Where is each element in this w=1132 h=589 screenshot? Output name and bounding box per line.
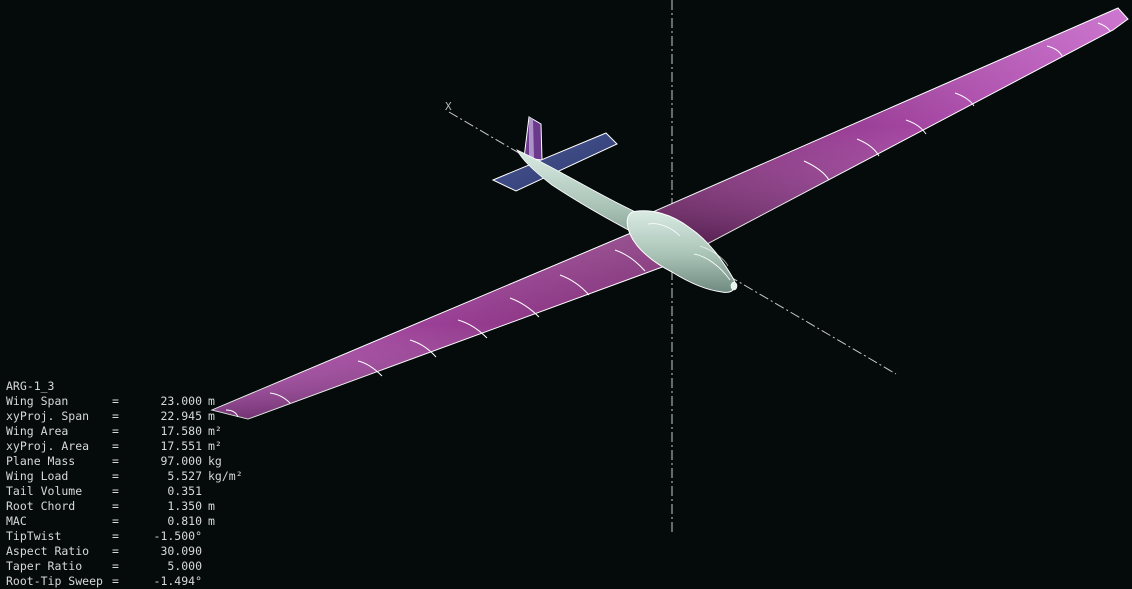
property-unit: kg <box>208 454 222 468</box>
property-value: -1.500° <box>153 529 202 543</box>
property-row: Root Chord = 1.350 m <box>6 499 243 514</box>
property-row: xyProj. Area = 17.551 m² <box>6 439 243 454</box>
property-value: 1.350 <box>167 499 202 513</box>
left-wing <box>210 229 677 420</box>
x-axis-label: X <box>445 100 452 113</box>
equals-sign: = <box>112 454 119 468</box>
property-label: xyProj. Span <box>6 409 90 423</box>
property-value: 22.945 <box>160 409 202 423</box>
property-label: Root-Tip Sweep <box>6 574 103 588</box>
property-row: Plane Mass = 97.000 kg <box>6 454 243 469</box>
equals-sign: = <box>112 424 119 438</box>
property-unit: m <box>208 499 215 513</box>
fuselage-nose <box>626 210 738 293</box>
property-value: 0.351 <box>167 484 202 498</box>
property-unit: m <box>208 409 215 423</box>
property-unit: m² <box>208 424 222 438</box>
equals-sign: = <box>112 409 119 423</box>
property-row: Wing Area = 17.580 m² <box>6 424 243 439</box>
property-row: Tail Volume = 0.351 <box>6 484 243 499</box>
property-unit: m² <box>208 439 222 453</box>
property-label: Wing Load <box>6 469 69 483</box>
equals-sign: = <box>112 499 119 513</box>
property-unit: kg/m² <box>208 469 243 483</box>
equals-sign: = <box>112 514 119 528</box>
property-value: 17.551 <box>160 439 202 453</box>
property-row: Aspect Ratio = 30.090 <box>6 544 243 559</box>
equals-sign: = <box>112 394 119 408</box>
property-value: 17.580 <box>160 424 202 438</box>
property-value: 5.000 <box>167 559 202 573</box>
property-row: xyProj. Span = 22.945 m <box>6 409 243 424</box>
equals-sign: = <box>112 439 119 453</box>
property-label: Wing Area <box>6 424 69 438</box>
property-row: Wing Span = 23.000 m <box>6 394 243 409</box>
vertical-fin-side <box>529 117 534 158</box>
equals-sign: = <box>112 559 119 573</box>
property-label: Aspect Ratio <box>6 544 90 558</box>
property-row: TipTwist = -1.500° <box>6 529 243 544</box>
property-value: 0.810 <box>167 514 202 528</box>
property-row: MAC = 0.810 m <box>6 514 243 529</box>
property-label: TipTwist <box>6 529 62 543</box>
property-unit: m <box>208 394 215 408</box>
property-value: 5.527 <box>167 469 202 483</box>
equals-sign: = <box>112 544 119 558</box>
property-value: 30.090 <box>160 544 202 558</box>
plane-properties-list: Wing Span = 23.000 m xyProj. Span = 22.945 m Win… <box>6 394 243 589</box>
property-row: Taper Ratio = 5.000 <box>6 559 243 574</box>
elevator <box>491 132 618 192</box>
property-label: Wing Span <box>6 394 69 408</box>
property-row: Root-Tip Sweep = -1.494° <box>6 574 243 589</box>
equals-sign: = <box>112 484 119 498</box>
property-unit: m <box>208 514 215 528</box>
equals-sign: = <box>112 469 119 483</box>
equals-sign: = <box>112 529 119 543</box>
property-label: MAC <box>6 514 27 528</box>
plane-name: ARG-1_3 <box>6 379 55 393</box>
property-label: Taper Ratio <box>6 559 83 573</box>
equals-sign: = <box>112 574 119 588</box>
right-wing <box>644 7 1129 246</box>
property-value: -1.494° <box>153 574 202 588</box>
property-value: 23.000 <box>160 394 202 408</box>
property-label: xyProj. Area <box>6 439 90 453</box>
property-value: 97.000 <box>160 454 202 468</box>
property-label: Tail Volume <box>6 484 83 498</box>
property-label: Plane Mass <box>6 454 76 468</box>
property-row: Wing Load = 5.527 kg/m² <box>6 469 243 484</box>
property-label: Root Chord <box>6 499 76 513</box>
